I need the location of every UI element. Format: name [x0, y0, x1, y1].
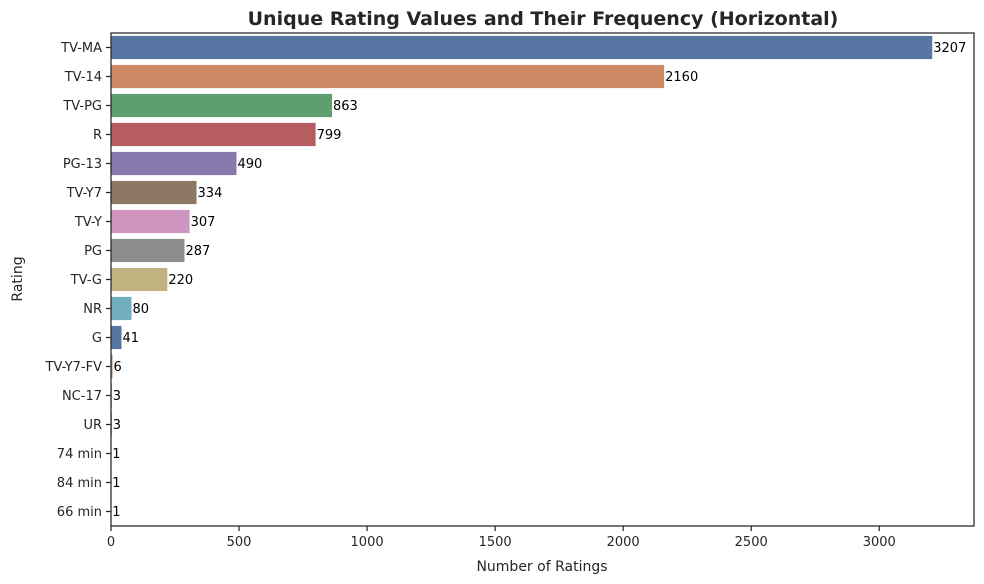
- data-label: 220: [168, 273, 193, 288]
- x-tick-label: 1500: [479, 535, 512, 550]
- y-tick-label: NR: [83, 302, 102, 317]
- x-tick-label: 2500: [735, 535, 768, 550]
- data-label: 490: [237, 157, 262, 172]
- y-axis-ticks: TV-MA TV-14 TV-PG R PG-13 TV-Y7 TV-Y PG TV-G NR GT…: [45, 41, 111, 520]
- x-tick-label: 3000: [863, 535, 896, 550]
- data-label: 3207: [933, 41, 966, 56]
- data-label: 41: [122, 331, 139, 346]
- bar-tv-y7: [111, 180, 197, 205]
- data-label: 287: [185, 244, 210, 259]
- y-tick-label: TV-MA: [60, 41, 102, 56]
- bar-tv-y7-fv: [111, 354, 113, 379]
- y-axis-label: Rating: [10, 256, 26, 301]
- x-tick-label: 0: [107, 535, 115, 550]
- y-tick-label: TV-PG: [62, 99, 102, 114]
- data-label: 1: [112, 505, 120, 520]
- y-tick-label: PG: [84, 244, 102, 259]
- data-label: 863: [333, 99, 358, 114]
- bar-tv-y: [111, 209, 190, 234]
- bar-tv-14: [111, 64, 665, 89]
- data-label: 3: [113, 418, 121, 433]
- data-label: 3: [113, 389, 121, 404]
- plot-area-frame: [110, 32, 975, 527]
- y-tick-label: G: [92, 331, 102, 346]
- y-tick-label: TV-Y7-FV: [45, 360, 103, 375]
- bar-tv-pg: [111, 93, 332, 118]
- y-tick-label: TV-G: [70, 273, 102, 288]
- data-label: 2160: [665, 70, 698, 85]
- chart-title: Unique Rating Values and Their Frequency…: [248, 8, 839, 30]
- x-axis-label: Number of Ratings: [476, 559, 607, 575]
- x-tick-label: 1000: [351, 535, 384, 550]
- bar-pg: [111, 238, 185, 263]
- data-label: 1: [112, 447, 120, 462]
- x-tick-label: 2000: [607, 535, 640, 550]
- y-tick-label: 74 min: [57, 447, 102, 462]
- bar-nr: [111, 296, 132, 321]
- bar-pg-13: [111, 151, 237, 176]
- data-label: 334: [198, 186, 223, 201]
- bar-tv-g: [111, 267, 168, 292]
- data-label: 80: [132, 302, 149, 317]
- y-tick-label: TV-14: [64, 70, 102, 85]
- y-tick-label: 84 min: [57, 476, 102, 491]
- y-tick-label: PG-13: [63, 157, 102, 172]
- bar-r: [111, 122, 316, 147]
- y-tick-label: NC-17: [62, 389, 102, 404]
- x-axis-ticks: 0 500 1000 1500 2000 2500 3000: [107, 526, 896, 550]
- bar-g: [111, 325, 122, 350]
- x-tick-label: 500: [227, 535, 252, 550]
- y-tick-label: TV-Y: [74, 215, 102, 230]
- data-label: 799: [317, 128, 342, 143]
- y-tick-label: 66 min: [57, 505, 102, 520]
- bars-group: [111, 35, 933, 524]
- data-label: 6: [114, 360, 122, 375]
- bar-tv-ma: [111, 35, 933, 60]
- y-tick-label: TV-Y7: [66, 186, 102, 201]
- data-labels-group: 3207 2160 863 799 490 334 307 287 220 80 416 3 3 1 1 1: [112, 41, 966, 520]
- y-tick-label: R: [93, 128, 102, 143]
- data-label: 307: [191, 215, 216, 230]
- y-tick-label: UR: [83, 418, 102, 433]
- data-label: 1: [112, 476, 120, 491]
